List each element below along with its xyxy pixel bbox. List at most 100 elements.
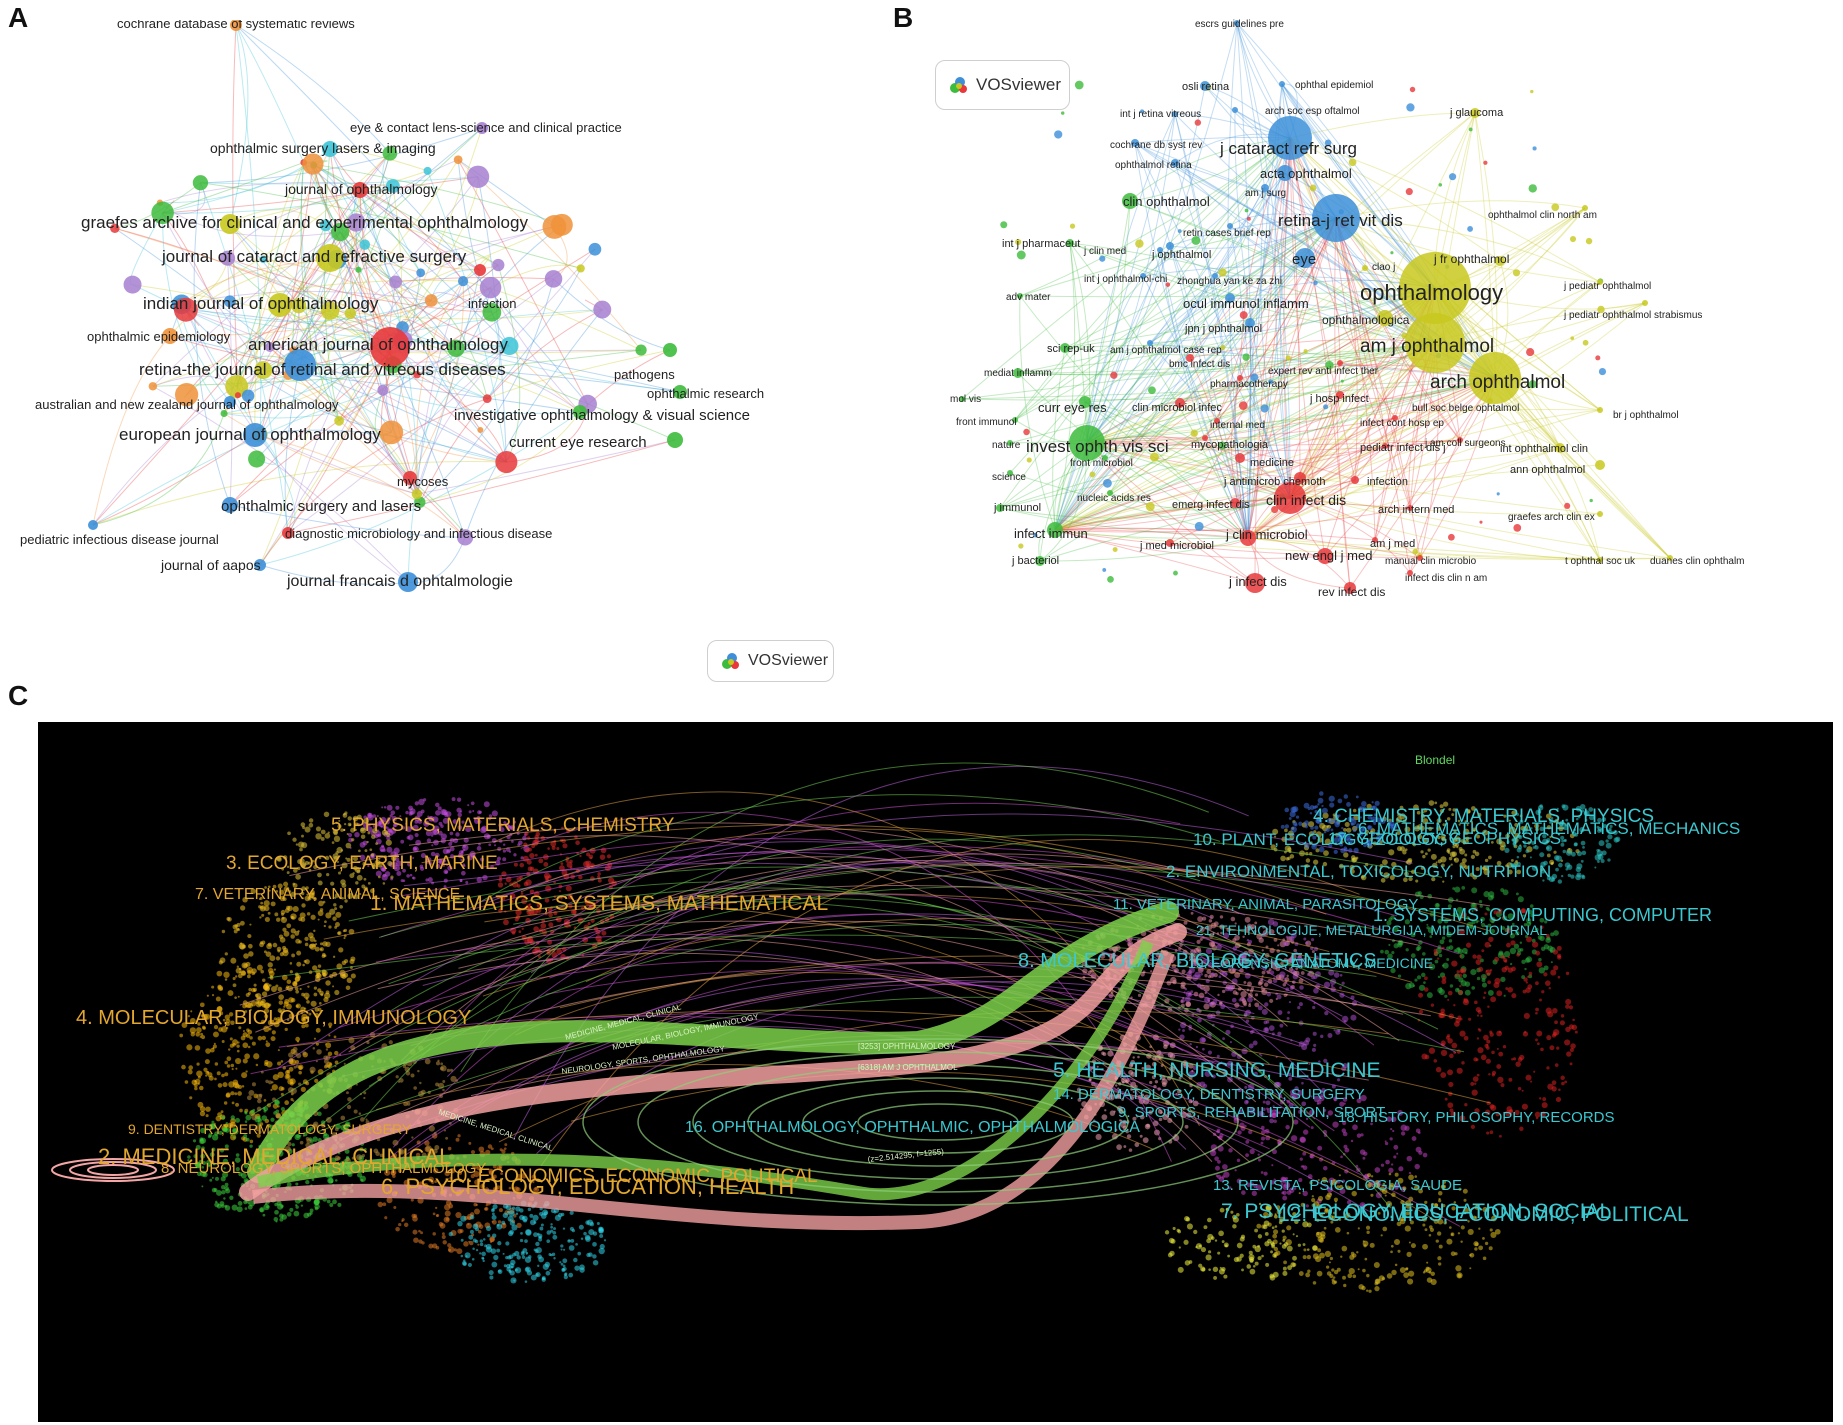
journal-dot — [377, 834, 380, 837]
edge — [186, 310, 331, 395]
journal-dot — [379, 846, 386, 852]
journal-dot — [446, 1068, 451, 1073]
journal-dot — [513, 862, 518, 867]
edge — [1236, 22, 1337, 219]
node — [477, 426, 484, 433]
journal-dot — [317, 880, 323, 886]
edge — [1086, 342, 1436, 444]
journal-dot — [445, 863, 449, 866]
journal-dot — [424, 821, 429, 825]
edge — [1335, 217, 1411, 509]
panel-c-letter: C — [8, 680, 29, 711]
journal-dot — [472, 810, 475, 813]
edge — [1104, 377, 1496, 459]
edge — [1289, 137, 1396, 419]
label-j-infect-dis: j infect dis — [1228, 574, 1287, 589]
journal-dot — [519, 1238, 524, 1243]
journal-dot — [435, 1061, 441, 1066]
journal-dot — [322, 952, 326, 957]
label-ophthalmic-research: ophthalmic research — [647, 386, 764, 401]
journal-dot — [570, 1238, 575, 1243]
journal-dot — [476, 846, 482, 851]
journal-dot — [184, 1080, 189, 1084]
node — [1303, 349, 1308, 354]
journal-dot — [1504, 847, 1510, 854]
journal-dot — [363, 877, 367, 881]
journal-dot — [1470, 1081, 1475, 1086]
journal-dot — [249, 1008, 252, 1012]
edge — [961, 137, 1291, 400]
journal-dot — [1548, 986, 1552, 990]
journal-dot — [413, 846, 417, 851]
journal-dot — [271, 1030, 276, 1035]
journal-dot — [553, 1227, 556, 1231]
journal-dot — [300, 822, 306, 827]
node-j-am-coll-surgeons — [1457, 437, 1463, 443]
journal-dot — [181, 1022, 188, 1029]
journal-dot — [418, 1239, 423, 1244]
node-mycoses — [403, 471, 417, 485]
edge — [1039, 497, 1291, 562]
node — [1239, 311, 1248, 320]
journal-dot — [502, 849, 507, 853]
journal-dot — [1285, 1125, 1290, 1130]
node-j-immunol — [996, 504, 1004, 512]
node — [1526, 347, 1535, 357]
journal-dot — [586, 852, 590, 857]
edge — [1234, 109, 1291, 499]
journal-dot — [343, 822, 347, 826]
journal-dot — [301, 834, 304, 838]
edge — [254, 429, 507, 463]
journal-dot — [304, 826, 311, 833]
journal-dot — [352, 815, 359, 822]
journal-dot — [313, 992, 318, 997]
label-bull-soc-belge-ophtalmol: bull soc belge ophtalmol — [1412, 403, 1519, 414]
edge — [1054, 245, 1171, 531]
journal-dot — [266, 1205, 269, 1209]
journal-dot — [448, 1246, 455, 1253]
node — [1194, 521, 1204, 531]
journal-dot — [459, 879, 463, 883]
node — [1191, 236, 1201, 245]
journal-dot — [278, 1086, 284, 1092]
journal-dot — [302, 963, 305, 967]
journal-dot — [537, 1264, 540, 1268]
journal-dot — [1312, 1031, 1317, 1036]
journal-dot — [313, 865, 318, 870]
edge — [1054, 529, 1249, 539]
journal-dot — [239, 971, 242, 974]
journal-dot — [1558, 1088, 1561, 1091]
edge — [1054, 400, 1491, 531]
journal-dot — [1494, 956, 1500, 962]
journal-dot — [503, 919, 509, 926]
journal-dot — [442, 864, 445, 867]
journal-dot — [351, 838, 355, 842]
journal-dot — [468, 1141, 472, 1145]
journal-dot — [1284, 824, 1290, 829]
label-ophthalmol-clin-north-am: ophthalmol clin north am — [1488, 210, 1597, 221]
journal-dot — [592, 1231, 598, 1236]
journal-dot — [438, 858, 446, 865]
edge — [1064, 342, 1436, 356]
journal-dot — [262, 983, 269, 990]
journal-dot — [392, 862, 398, 867]
node-retina-the-journal-of-retinal-and-vitreous-diseases — [284, 349, 316, 381]
journal-dot — [1298, 1002, 1303, 1007]
journal-dot — [412, 876, 416, 880]
edge — [1289, 137, 1326, 557]
journal-dot — [406, 1101, 411, 1106]
node — [413, 370, 421, 379]
journal-dot — [1104, 1109, 1107, 1112]
edge — [229, 170, 428, 225]
edge — [1134, 142, 1436, 289]
edge — [292, 244, 366, 351]
journal-dot — [236, 1044, 240, 1048]
journal-dot — [247, 1045, 251, 1049]
journal-dot — [542, 823, 546, 826]
journal-dot — [1371, 801, 1374, 804]
journal-dot — [1483, 991, 1487, 995]
journal-dot — [277, 883, 283, 889]
journal-dot — [284, 1073, 291, 1080]
journal-dot — [1502, 1045, 1507, 1049]
journal-dot — [199, 1138, 205, 1145]
